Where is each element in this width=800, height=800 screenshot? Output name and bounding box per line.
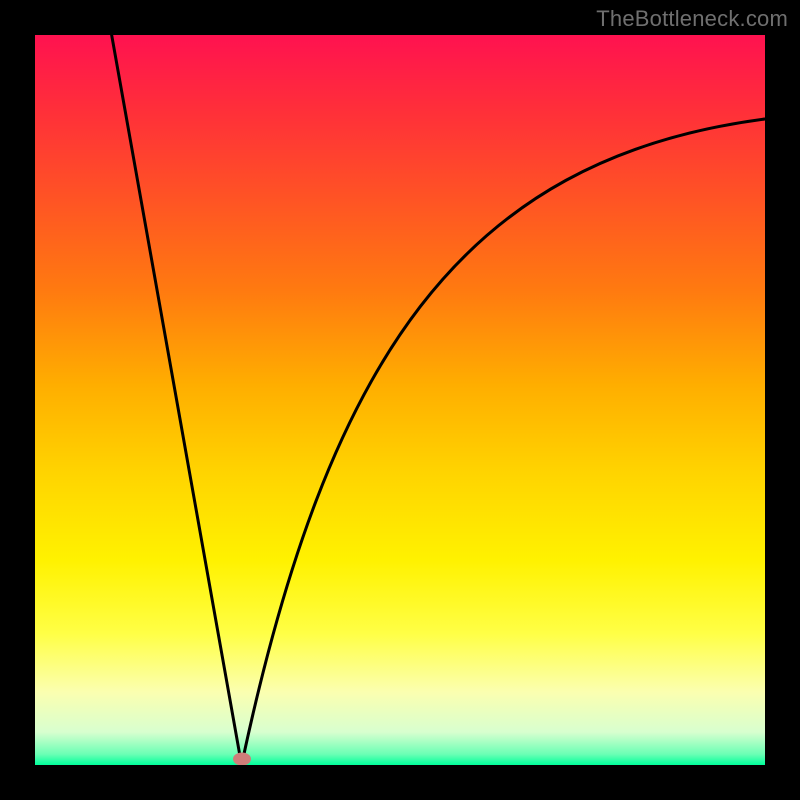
watermark-label: TheBottleneck.com	[596, 6, 788, 32]
curve-path	[112, 35, 765, 765]
plot-area	[35, 35, 765, 765]
minimum-marker	[233, 753, 251, 765]
bottleneck-chart: TheBottleneck.com	[0, 0, 800, 800]
bottleneck-curve	[35, 35, 765, 765]
